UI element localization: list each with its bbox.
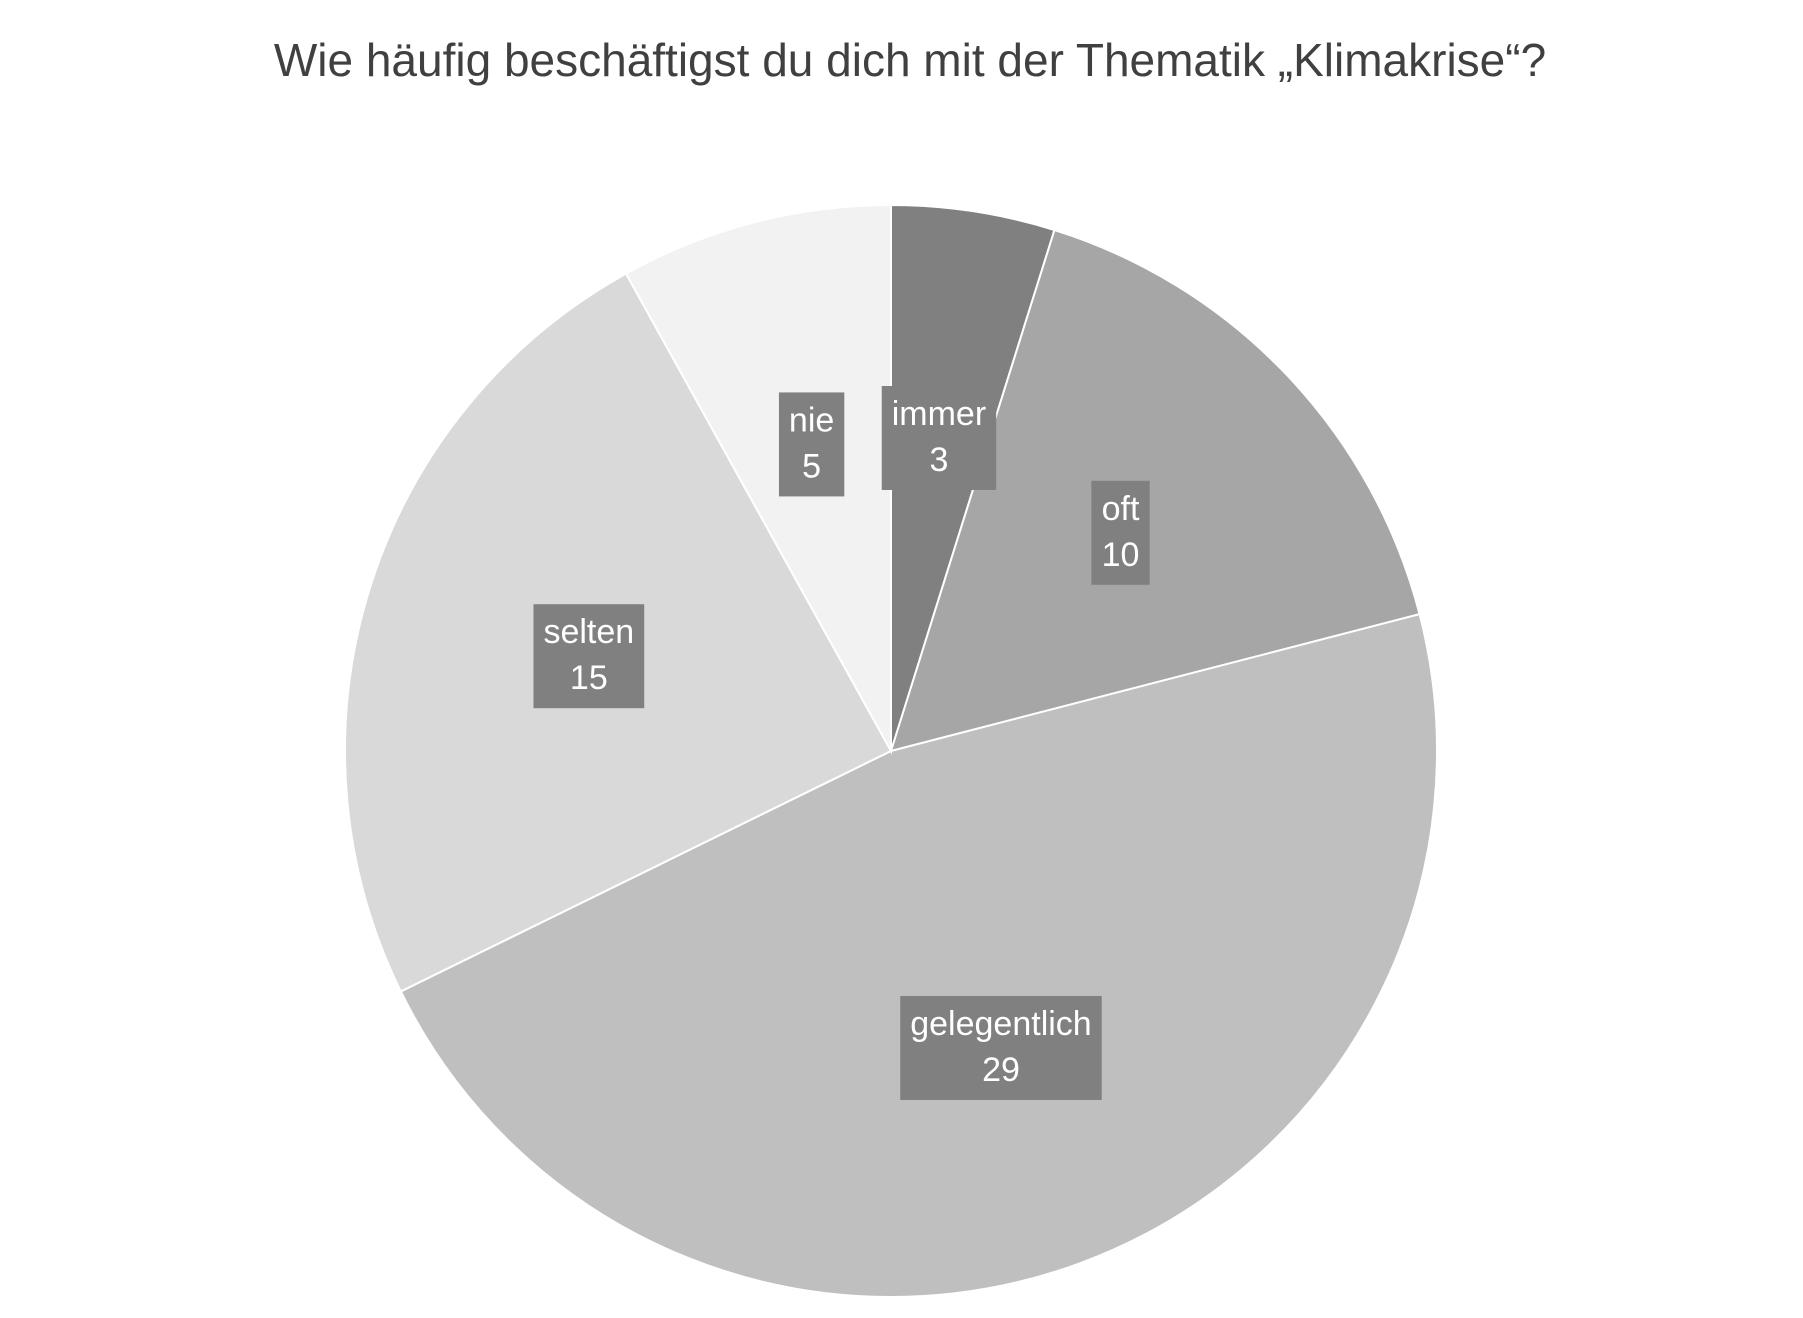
label-name: immer xyxy=(892,395,986,433)
label-name: oft xyxy=(1102,490,1140,528)
data-label: immer 3 xyxy=(881,385,997,490)
pie-slice xyxy=(889,228,1421,753)
data-label: oft 10 xyxy=(1091,480,1150,585)
label-box xyxy=(900,995,1102,1100)
label-box xyxy=(778,392,845,497)
data-label: gelegentlich 29 xyxy=(900,995,1102,1100)
label-value: 15 xyxy=(570,659,608,697)
label-box xyxy=(881,385,997,490)
label-value: 29 xyxy=(982,1051,1020,1089)
pie-slice xyxy=(624,203,892,755)
label-name: selten xyxy=(543,613,634,651)
label-name: nie xyxy=(789,401,834,439)
label-box xyxy=(1091,480,1150,585)
label-value: 5 xyxy=(802,447,821,485)
data-label: selten 15 xyxy=(533,604,645,709)
label-value: 3 xyxy=(929,441,948,479)
label-name: gelegentlich xyxy=(910,1005,1091,1043)
label-box xyxy=(533,604,645,709)
label-value: 10 xyxy=(1102,536,1140,574)
chart-title: Wie häufig beschäftigst du dich mit der … xyxy=(274,34,1546,86)
data-label: nie 5 xyxy=(778,392,845,497)
pie-slice xyxy=(399,612,1438,1298)
